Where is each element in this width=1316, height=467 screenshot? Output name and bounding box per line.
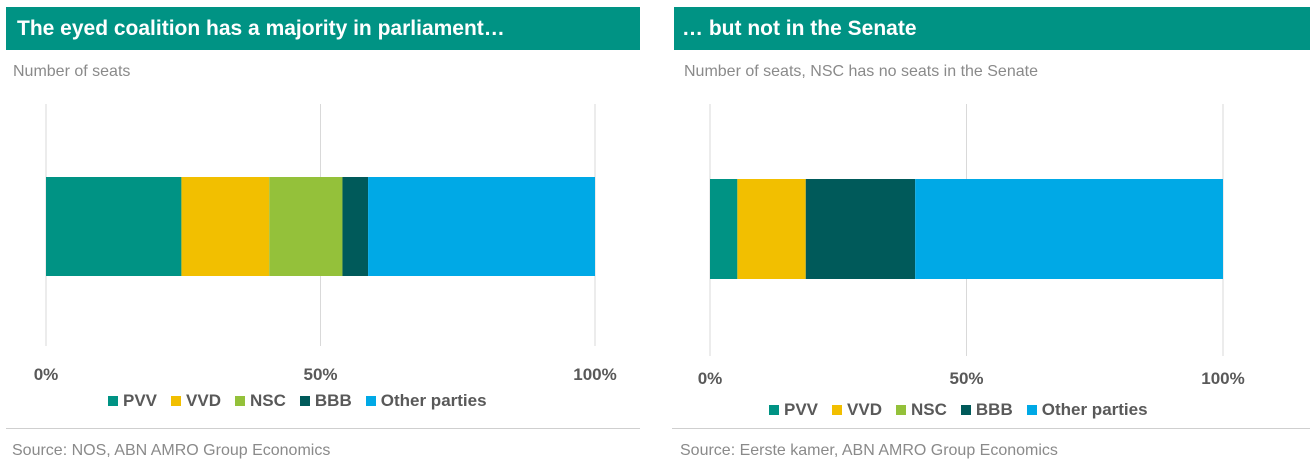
chart-subtitle: Number of seats, NSC has no seats in the… bbox=[684, 63, 1038, 80]
bar-segment-bbb bbox=[342, 177, 369, 276]
legend-item-other-parties: Other parties bbox=[1026, 400, 1148, 420]
seats-parliament-chart: 0% 50% 100% bbox=[34, 104, 617, 384]
legend-label: VVD bbox=[186, 391, 221, 410]
source-note: Source: Eerste kamer, ABN AMRO Group Eco… bbox=[680, 442, 1058, 459]
chart-subtitle: Number of seats bbox=[13, 63, 131, 80]
bar-segment-other-parties bbox=[915, 179, 1223, 279]
legend-label: Other parties bbox=[380, 391, 487, 410]
legend-swatch bbox=[108, 396, 118, 406]
chart-legend: PVV VVD NSC BBB Other parties bbox=[769, 400, 1148, 420]
legend-swatch bbox=[769, 405, 779, 415]
left-chart-panel: The eyed coalition has a majority in par… bbox=[0, 0, 644, 467]
legend-item-vvd: VVD bbox=[832, 400, 882, 420]
bar-segment-other-parties bbox=[368, 177, 595, 276]
x-tick-label: 50% bbox=[949, 369, 983, 388]
legend-item-pvv: PVV bbox=[769, 400, 818, 420]
legend-label: NSC bbox=[250, 391, 286, 410]
legend-label: BBB bbox=[975, 400, 1013, 419]
legend-swatch bbox=[235, 396, 245, 406]
legend-label: VVD bbox=[847, 400, 882, 419]
legend-swatch bbox=[832, 405, 843, 415]
legend-item-nsc: NSC bbox=[235, 391, 286, 411]
bar-segment-bbb bbox=[805, 179, 916, 279]
legend-item-bbb: BBB bbox=[960, 400, 1013, 420]
legend-label: PVV bbox=[123, 391, 158, 410]
legend-swatch bbox=[1026, 405, 1037, 415]
legend-swatch bbox=[365, 396, 376, 406]
bar-segment-pvv bbox=[710, 179, 738, 279]
x-tick-label: 50% bbox=[303, 365, 337, 384]
bar-segment-nsc bbox=[269, 177, 343, 276]
source-divider bbox=[6, 428, 640, 429]
legend-label: BBB bbox=[314, 391, 352, 410]
source-divider bbox=[672, 428, 1310, 429]
legend-swatch bbox=[960, 405, 971, 415]
chart-legend: PVV VVD NSC BBB Other parties bbox=[108, 391, 487, 411]
source-note: Source: NOS, ABN AMRO Group Economics bbox=[12, 442, 331, 459]
bar-segment-vvd bbox=[737, 179, 806, 279]
bar-segment-vvd bbox=[181, 177, 270, 276]
legend-item-nsc: NSC bbox=[896, 400, 947, 420]
legend-swatch bbox=[896, 405, 906, 415]
seats-senate-chart: 0% 50% 100% bbox=[698, 104, 1245, 388]
bar-segment-pvv bbox=[46, 177, 182, 276]
x-tick-label: 0% bbox=[698, 369, 723, 388]
legend-item-vvd: VVD bbox=[171, 391, 221, 411]
legend-item-pvv: PVV bbox=[108, 391, 157, 411]
right-chart-panel: … but not in the Senate Number of seats,… bbox=[672, 0, 1316, 467]
x-tick-label: 100% bbox=[1201, 369, 1244, 388]
legend-swatch bbox=[299, 396, 310, 406]
chart-title: The eyed coalition has a majority in par… bbox=[6, 7, 640, 50]
legend-item-bbb: BBB bbox=[299, 391, 352, 411]
legend-label: NSC bbox=[911, 400, 947, 419]
legend-swatch bbox=[171, 396, 182, 406]
legend-item-other-parties: Other parties bbox=[365, 391, 487, 411]
x-tick-label: 0% bbox=[34, 365, 59, 384]
legend-label: PVV bbox=[784, 400, 819, 419]
x-tick-label: 100% bbox=[573, 365, 616, 384]
chart-title: … but not in the Senate bbox=[674, 7, 1310, 50]
legend-label: Other parties bbox=[1041, 400, 1148, 419]
